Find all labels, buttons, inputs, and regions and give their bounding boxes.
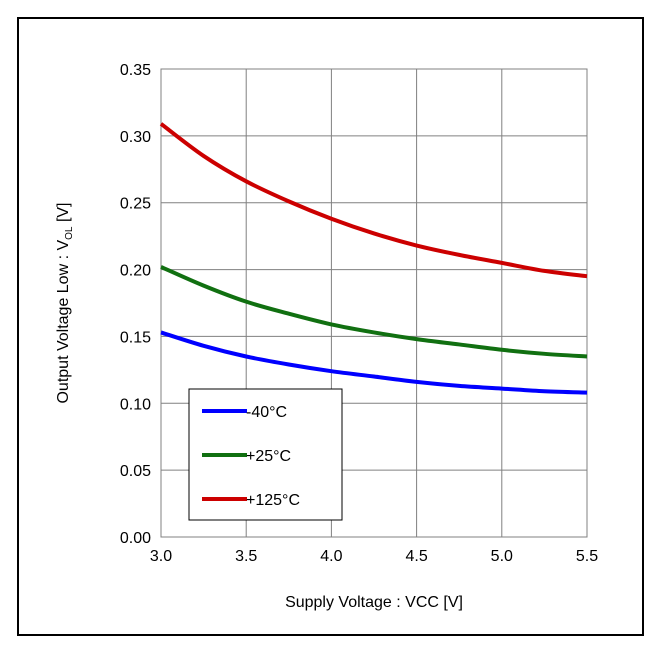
x-tick-label: 3.0: [150, 548, 172, 565]
y-tick-label: 0.30: [120, 129, 151, 146]
y-tick-labels: 0.00 0.05 0.10 0.15 0.20 0.25 0.30 0.35: [120, 62, 151, 547]
legend: -40°C +25°C +125°C: [188, 388, 343, 521]
x-tick-label: 4.5: [405, 548, 427, 565]
legend-label-2: +125°C: [246, 492, 300, 509]
x-tick-label: 3.5: [235, 548, 257, 565]
y-tick-label: 0.35: [120, 62, 151, 79]
series-line-0: [160, 330, 588, 395]
series-lines: [159, 122, 588, 395]
y-tick-label: 0.00: [120, 530, 151, 547]
y-tick-label: 0.15: [120, 329, 151, 346]
chart-frame: [17, 17, 644, 636]
legend-label-1: +25°C: [246, 448, 291, 465]
legend-label-0: -40°C: [246, 404, 287, 421]
y-tick-label: 0.10: [120, 396, 151, 413]
series-line-1: [160, 265, 588, 359]
series-line-2: [159, 122, 588, 279]
y-tick-label: 0.25: [120, 196, 151, 213]
y-tick-label: 0.20: [120, 263, 151, 280]
y-axis-title-subscript: OL: [64, 226, 75, 240]
x-tick-label: 5.0: [491, 548, 513, 565]
y-axis-title-main: Output Voltage Low : V: [55, 240, 72, 404]
x-tick-label: 5.5: [576, 548, 598, 565]
y-tick-label: 0.05: [120, 463, 151, 480]
y-axis-title: Output Voltage Low : VOL [V]: [55, 202, 75, 403]
y-axis-title-unit: [V]: [55, 202, 72, 226]
x-tick-label: 4.0: [320, 548, 342, 565]
x-axis-title: Supply Voltage : VCC [V]: [285, 594, 463, 611]
plot-area: [160, 68, 588, 538]
x-tick-labels: 3.0 3.5 4.0 4.5 5.0 5.5: [150, 548, 598, 565]
